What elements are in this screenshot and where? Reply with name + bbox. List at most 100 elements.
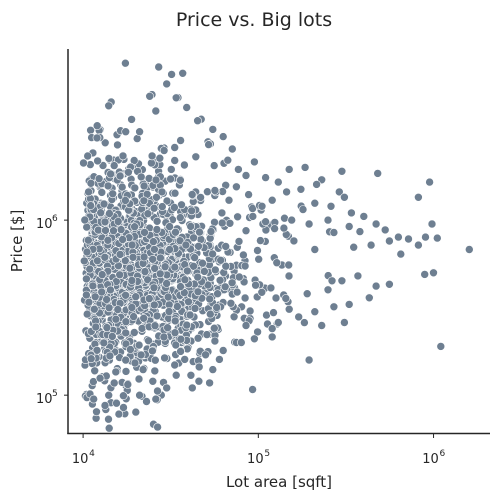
scatter-point xyxy=(204,140,213,149)
cluster-point xyxy=(202,330,212,339)
cluster-point xyxy=(210,323,219,333)
cluster-point xyxy=(91,322,101,332)
cluster-point xyxy=(96,208,105,217)
cluster-point xyxy=(86,179,96,188)
cluster-point xyxy=(149,237,158,246)
cluster-point xyxy=(127,115,136,124)
scatter-point xyxy=(208,125,218,134)
cluster-point xyxy=(170,316,180,326)
scatter-point xyxy=(420,270,430,279)
cluster-point xyxy=(221,261,231,271)
cluster-point xyxy=(84,235,93,245)
cluster-point xyxy=(170,328,180,338)
cluster-point xyxy=(121,256,130,265)
cluster-point xyxy=(248,385,257,394)
scatter-point xyxy=(394,232,403,242)
cluster-point xyxy=(225,219,235,228)
cluster-point xyxy=(119,391,128,401)
scatter-point xyxy=(244,190,253,199)
cluster-point xyxy=(82,247,92,257)
cluster-point xyxy=(94,174,104,183)
cluster-point xyxy=(113,305,123,314)
cluster-point xyxy=(93,256,102,266)
cluster-point xyxy=(187,206,196,216)
scatter-point xyxy=(317,321,327,330)
scatter-point xyxy=(171,93,181,103)
scatter-point xyxy=(104,390,113,400)
cluster-point xyxy=(116,225,126,234)
cluster-point xyxy=(90,304,99,314)
cluster-point xyxy=(254,254,264,264)
scatter-point xyxy=(209,161,219,170)
cluster-point xyxy=(149,203,159,213)
scatter-point xyxy=(228,144,237,154)
cluster-point xyxy=(105,351,115,361)
scatter-point xyxy=(167,70,176,79)
cluster-point xyxy=(181,240,191,250)
cluster-point xyxy=(220,282,230,292)
cluster-point xyxy=(171,340,181,350)
cluster-point xyxy=(150,366,160,376)
cluster-point xyxy=(234,237,244,246)
cluster-point xyxy=(205,378,214,388)
cluster-point xyxy=(270,224,279,233)
scatter-point xyxy=(427,219,437,229)
cluster-point xyxy=(148,254,157,264)
scatter-point xyxy=(162,79,171,89)
cluster-point xyxy=(92,345,102,355)
scatter-point xyxy=(385,279,394,289)
cluster-point xyxy=(129,312,138,321)
cluster-point xyxy=(118,151,128,161)
cluster-point xyxy=(102,295,111,304)
cluster-point xyxy=(106,169,115,179)
cluster-point xyxy=(104,303,114,313)
x-axis-ticks: 10 4 10 5 10 6 xyxy=(72,434,446,467)
scatter-point xyxy=(334,187,344,197)
scatter-point xyxy=(253,327,262,337)
scatter-point xyxy=(337,167,347,176)
x-tick-label: 10 xyxy=(72,452,89,467)
cluster-point xyxy=(117,182,127,192)
cluster-point xyxy=(92,407,101,417)
cluster-point xyxy=(221,242,230,251)
scatter-point xyxy=(371,281,381,291)
cluster-point xyxy=(327,276,337,286)
scatter-point xyxy=(414,240,423,250)
scatter-point xyxy=(396,249,406,259)
scatter-point xyxy=(182,103,191,112)
cluster-point xyxy=(85,264,94,274)
cluster-point xyxy=(200,267,209,276)
cluster-point xyxy=(251,280,260,290)
cluster-point xyxy=(86,201,95,210)
scatter-point xyxy=(349,242,359,252)
scatter-point xyxy=(89,394,98,404)
cluster-point xyxy=(100,252,110,262)
cluster-point xyxy=(256,236,265,245)
scatter-point xyxy=(112,398,121,408)
cluster-point xyxy=(82,290,91,300)
scatter-point xyxy=(193,116,202,125)
cluster-point xyxy=(140,228,149,237)
y-axis-label: Price [$] xyxy=(8,210,26,273)
cluster-point xyxy=(125,263,135,273)
cluster-point xyxy=(92,121,102,130)
x-tick-label: 10 xyxy=(422,452,439,467)
x-tick-exponent: 4 xyxy=(89,449,95,459)
cluster-point xyxy=(216,255,225,265)
y-tick-label: 10 xyxy=(36,217,53,232)
cluster-point xyxy=(166,174,175,184)
cluster-point xyxy=(90,366,99,376)
cluster-point xyxy=(136,172,146,182)
cluster-point xyxy=(82,222,91,232)
cluster-point xyxy=(189,261,198,271)
scatter-point xyxy=(142,397,151,406)
cluster-point xyxy=(97,188,107,197)
scatter-point xyxy=(171,370,181,380)
cluster-point xyxy=(82,274,91,284)
cluster-point xyxy=(124,167,133,177)
cluster-point xyxy=(109,226,118,235)
scatter-point xyxy=(340,318,349,327)
scatter-point xyxy=(429,268,438,278)
scatter-point xyxy=(148,376,158,386)
cluster-point xyxy=(240,293,250,303)
